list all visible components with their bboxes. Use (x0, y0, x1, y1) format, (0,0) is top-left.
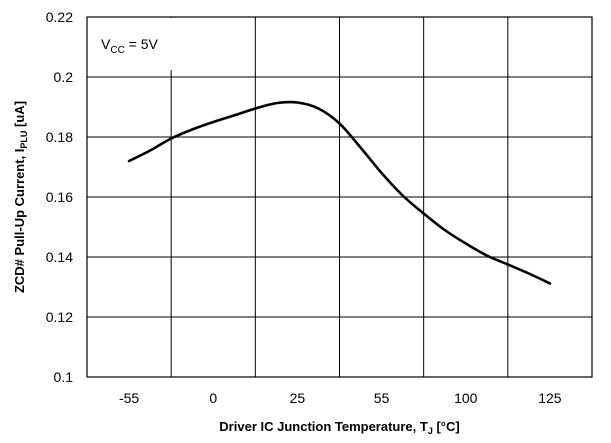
y-axis-title-subscript: PLU (19, 131, 29, 149)
y-tick-labels: 0.1 0.12 0.14 0.16 0.18 0.2 0.22 (46, 9, 73, 385)
y-axis-title: ZCD# Pull-Up Current, IPLU [uA] (12, 101, 29, 293)
annotation-subscript: CC (110, 45, 124, 56)
x-tick-labels: -55 0 25 55 100 125 (119, 390, 562, 406)
x-axis-title-main: Driver IC Junction Temperature, T (219, 419, 428, 434)
x-tick-label: 125 (538, 390, 562, 406)
x-tick-label: 55 (374, 390, 390, 406)
y-tick-label: 0.16 (46, 189, 73, 205)
annotation-rest: = 5V (125, 36, 159, 52)
vcc-annotation: VCC = 5V (88, 18, 176, 70)
y-tick-label: 0.12 (46, 309, 73, 325)
gridlines (87, 17, 592, 377)
y-axis-title-main: ZCD# Pull-Up Current, I (12, 149, 27, 293)
x-tick-label: 0 (209, 390, 217, 406)
x-tick-label: 25 (290, 390, 306, 406)
y-tick-label: 0.14 (46, 249, 73, 265)
y-tick-label: 0.2 (54, 69, 74, 85)
x-axis-title: Driver IC Junction Temperature, TJ [°C] (219, 419, 459, 436)
x-tick-label: 100 (454, 390, 478, 406)
y-tick-label: 0.22 (46, 9, 73, 25)
x-tick-label: -55 (119, 390, 139, 406)
y-axis-title-unit: [uA] (12, 101, 27, 131)
x-axis-title-unit: [°C] (433, 419, 460, 434)
y-tick-label: 0.1 (54, 369, 74, 385)
y-tick-label: 0.18 (46, 129, 73, 145)
